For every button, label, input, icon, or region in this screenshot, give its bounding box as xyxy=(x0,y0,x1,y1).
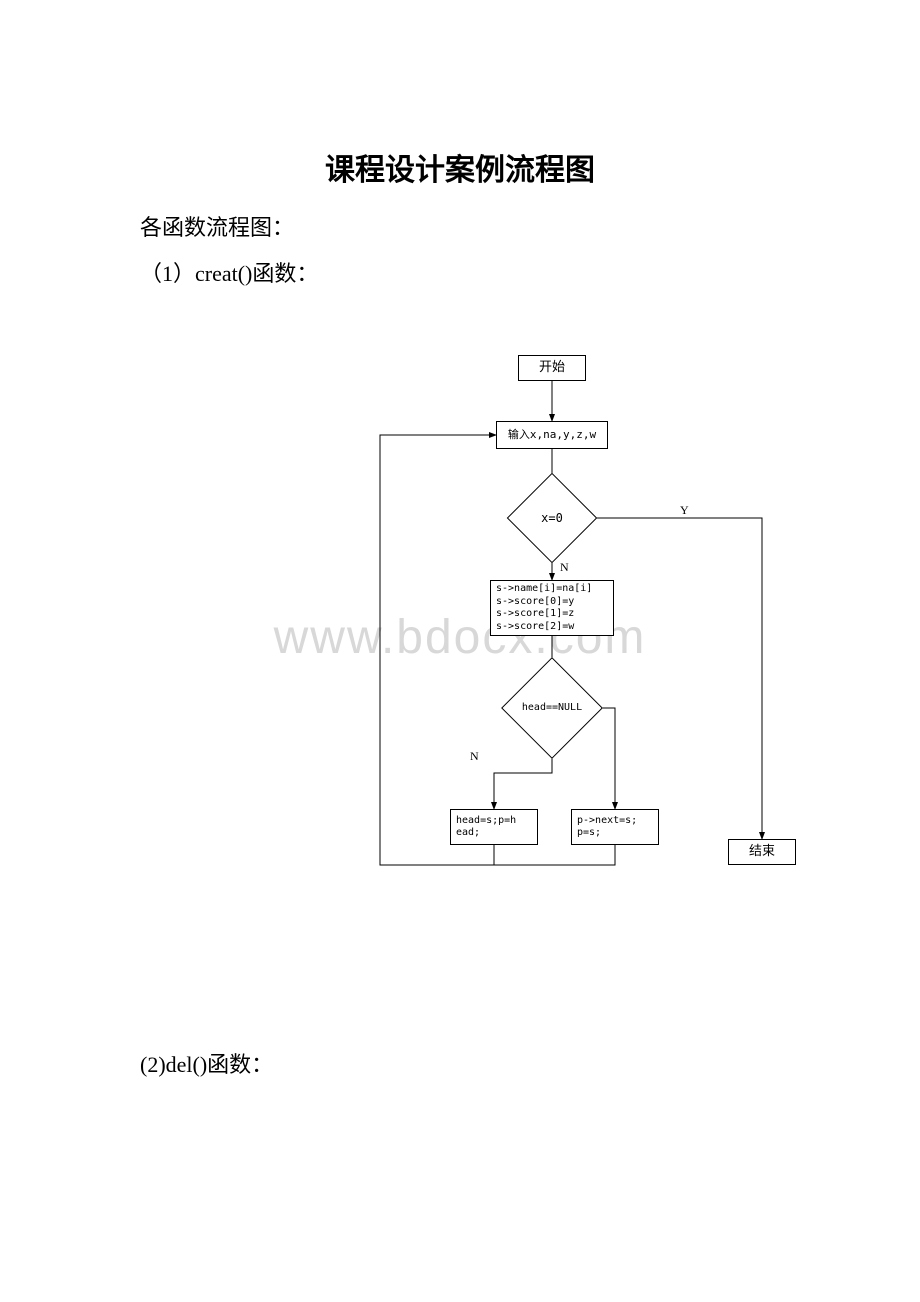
edge-label-cond2-y: N xyxy=(470,749,479,764)
node-assign-label: s->name[i]=na[i] s->score[0]=y s->score[… xyxy=(496,583,592,633)
node-right-label: p->next=s; p=s; xyxy=(577,815,637,840)
edge-label-cond1-y: Y xyxy=(680,503,689,518)
node-end-label: 结束 xyxy=(749,844,775,860)
section2-heading: (2)del()函数： xyxy=(140,1047,273,1079)
edge-label-cond1-n: N xyxy=(560,560,569,575)
node-left-label: head=s;p=h ead; xyxy=(456,815,516,840)
node-left: head=s;p=h ead; xyxy=(450,809,538,845)
node-cond2-label: head==NULL xyxy=(502,702,602,713)
node-start-label: 开始 xyxy=(539,360,565,376)
node-cond1-label: x=0 xyxy=(520,511,584,525)
node-assign: s->name[i]=na[i] s->score[0]=y s->score[… xyxy=(490,580,614,636)
node-start: 开始 xyxy=(518,355,586,381)
node-input-label: 输入x,na,y,z,w xyxy=(508,428,596,441)
page-title: 课程设计案例流程图 xyxy=(0,145,920,189)
node-input: 输入x,na,y,z,w xyxy=(496,421,608,449)
node-end: 结束 xyxy=(728,839,796,865)
subtitle-intro: 各函数流程图： xyxy=(140,210,294,242)
creat-flowchart: 开始 输入x,na,y,z,w x=0 s->name[i]=na[i] s->… xyxy=(180,355,820,915)
node-right: p->next=s; p=s; xyxy=(571,809,659,845)
section1-heading: （1）creat()函数： xyxy=(140,256,318,288)
